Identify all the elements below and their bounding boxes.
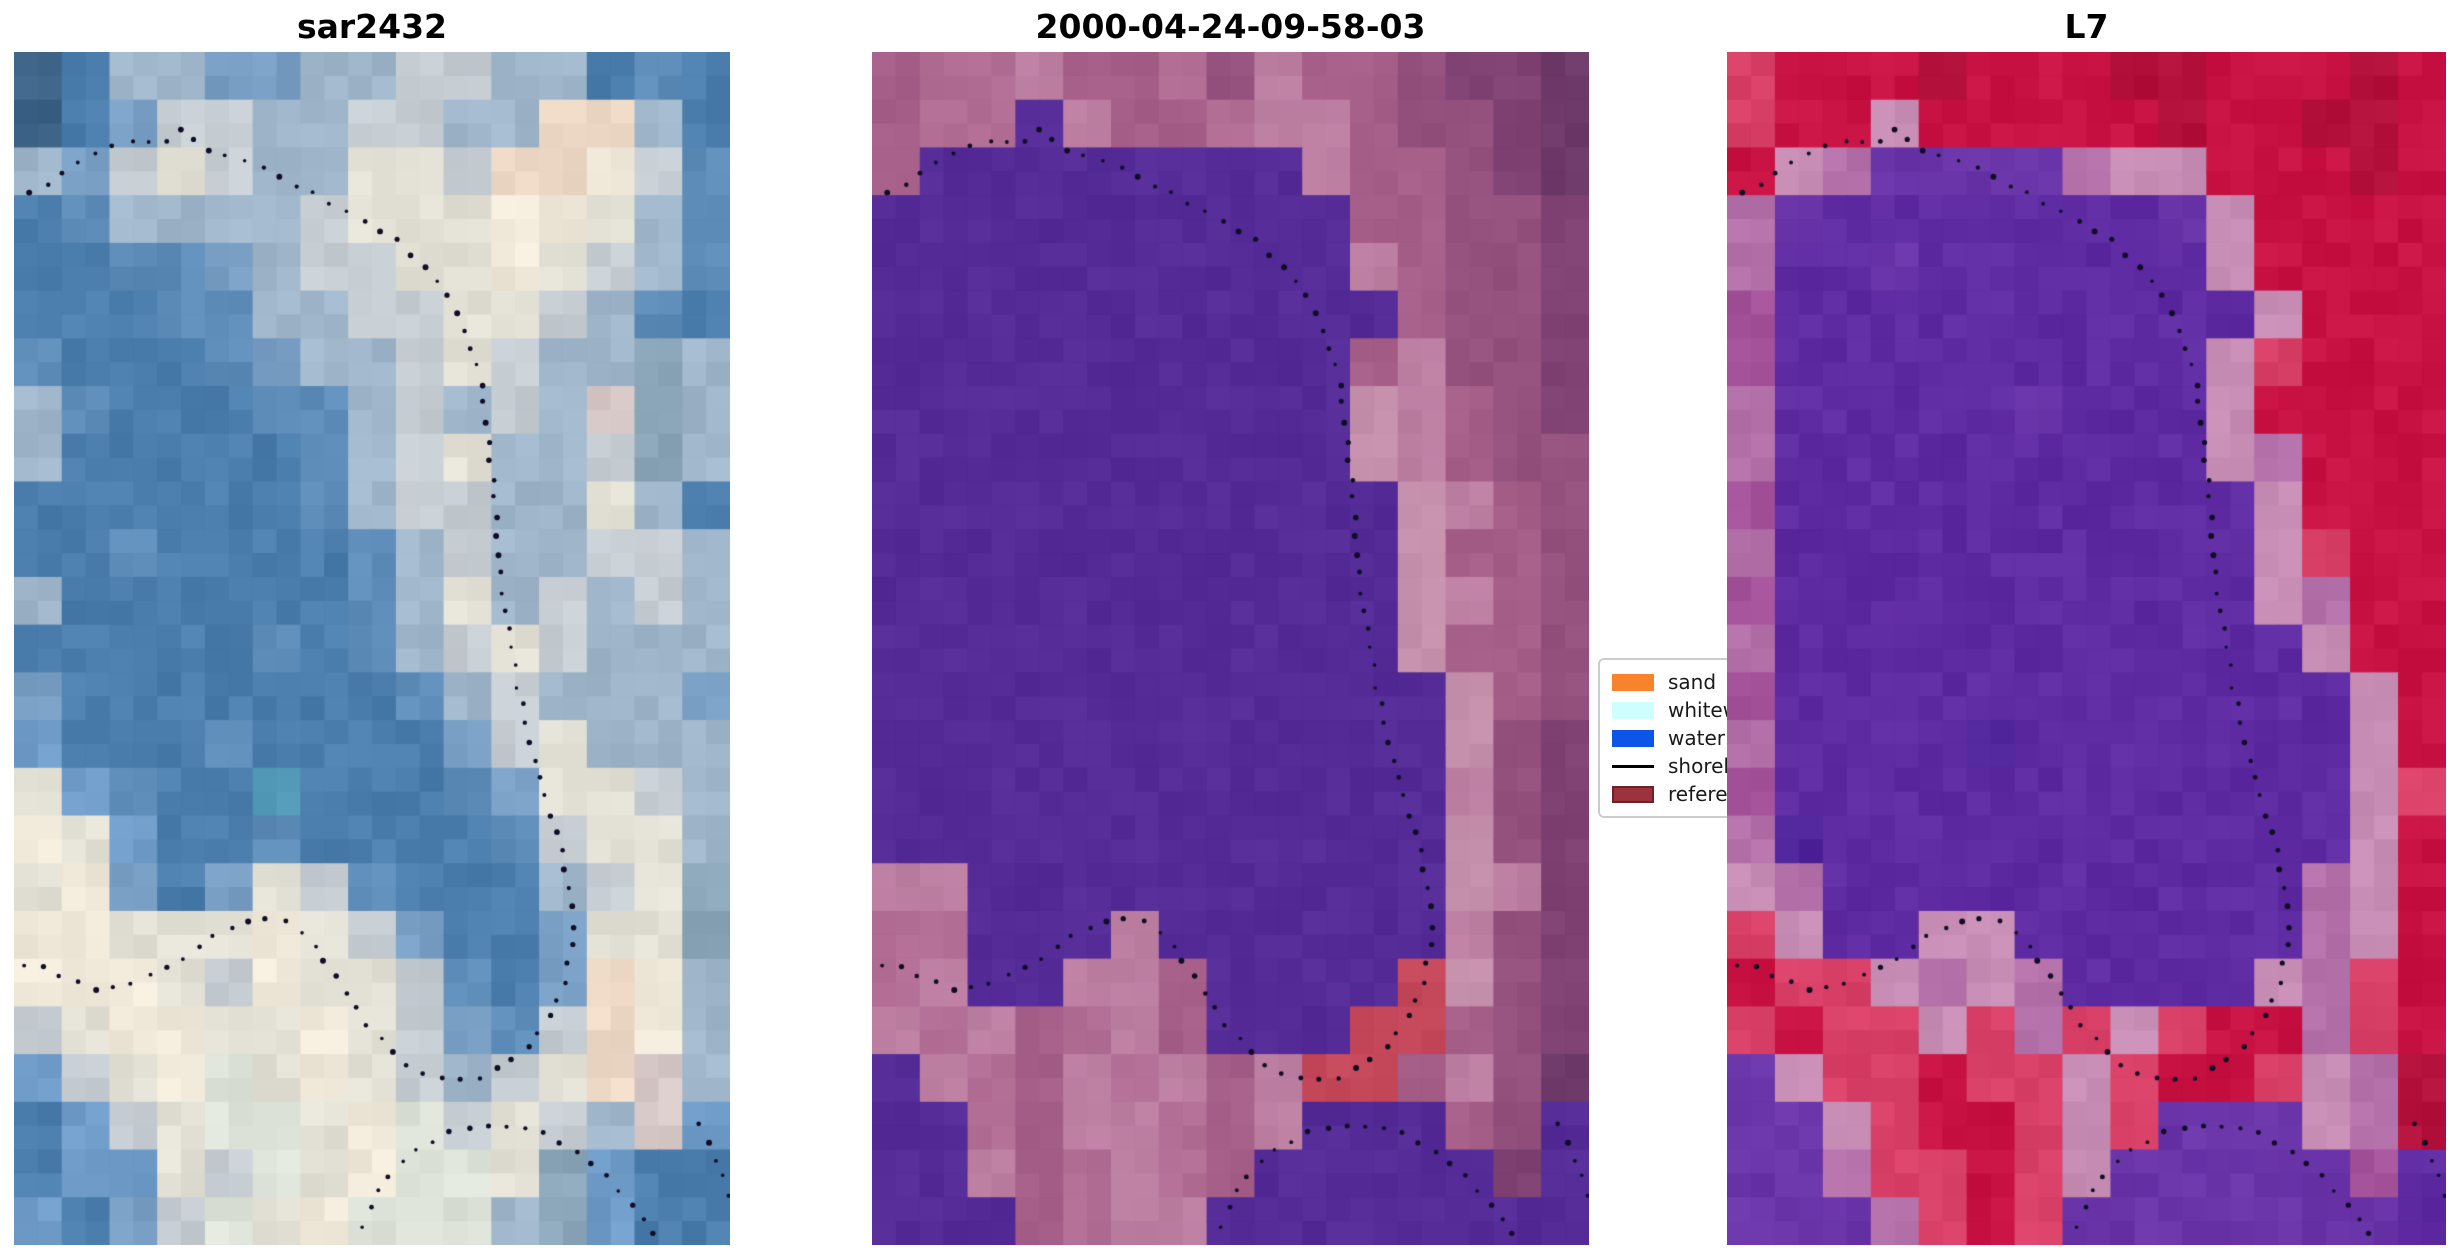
- panel-title-sar: sar2432: [296, 7, 448, 46]
- legend-swatch-sand-icon: [1612, 673, 1654, 691]
- legend-item-sand: sand: [1612, 668, 1727, 696]
- classified-image-panel: [872, 52, 1589, 1245]
- legend-item-reference: reference shoreline: [1612, 780, 1727, 808]
- panel-title-l7: L7: [2064, 7, 2109, 46]
- legend-swatch-reference-icon: [1612, 785, 1654, 803]
- legend-swatch-whitewater-icon: [1612, 701, 1654, 719]
- legend-line-shoreline-icon: [1612, 764, 1654, 768]
- sar-image-panel: [14, 52, 730, 1245]
- legend-item-shoreline: shoreline: [1612, 752, 1727, 780]
- legend-label: water: [1668, 726, 1725, 750]
- legend-label: sand: [1668, 670, 1717, 694]
- l7-image-panel: [1727, 52, 2446, 1245]
- legend-label: reference shoreline: [1668, 782, 1727, 806]
- legend-label: shoreline: [1668, 754, 1727, 778]
- panel-title-classified: 2000-04-24-09-58-03: [1035, 7, 1426, 46]
- legend-item-water: water: [1612, 724, 1727, 752]
- legend-swatch-water-icon: [1612, 729, 1654, 747]
